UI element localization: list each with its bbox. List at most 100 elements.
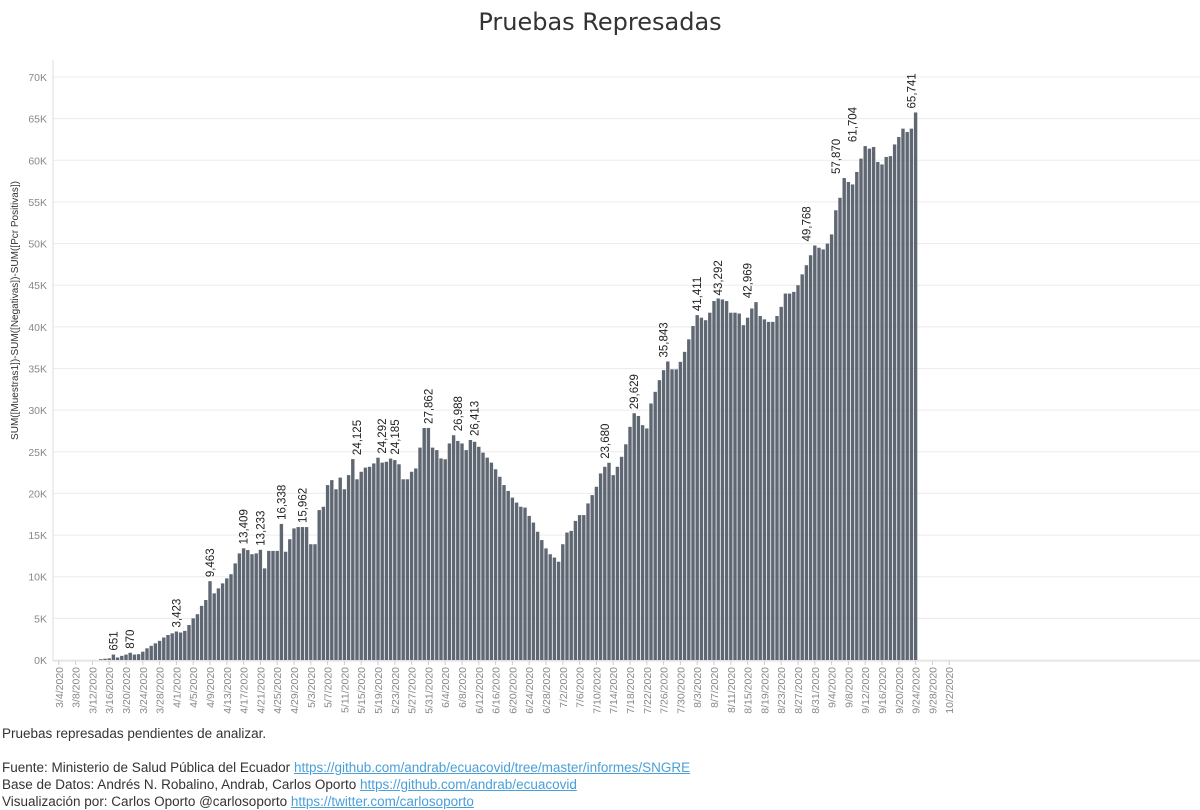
- bar: [519, 506, 523, 660]
- x-tick-label: 10/2/2020: [944, 667, 956, 714]
- bar: [624, 444, 628, 660]
- x-tick-label: 5/11/2020: [339, 667, 351, 713]
- bar: [829, 234, 834, 660]
- data-label: 57,870: [831, 139, 843, 174]
- bar: [607, 462, 611, 660]
- bar: [166, 635, 170, 660]
- bar: [762, 319, 767, 660]
- bar: [510, 497, 515, 660]
- source-link[interactable]: https://github.com/andrab/ecuacovid/tree…: [293, 760, 691, 775]
- source-label: Fuente: Ministerio de Salud Pública del …: [2, 760, 291, 775]
- bar: [426, 427, 431, 660]
- bar: [859, 158, 863, 660]
- bar: [363, 467, 368, 660]
- bar: [657, 380, 662, 660]
- bar: [485, 457, 489, 660]
- x-tick-label: 3/20/2020: [121, 667, 133, 714]
- data-label: 49,768: [801, 206, 813, 241]
- visualization-link[interactable]: https://twitter.com/carlosoporto: [290, 794, 474, 809]
- data-label: 23,680: [600, 424, 612, 459]
- y-tick-label: 70K: [28, 72, 47, 84]
- bar: [174, 631, 179, 660]
- bar: [208, 581, 212, 660]
- bar: [733, 312, 737, 660]
- bar: [195, 614, 200, 660]
- bar: [468, 440, 473, 660]
- bar: [855, 171, 859, 660]
- data-label: 16,338: [276, 485, 288, 520]
- bar: [779, 306, 783, 660]
- bar: [136, 654, 141, 660]
- bar: [775, 316, 779, 660]
- x-tick-label: 7/26/2020: [659, 667, 671, 714]
- bar: [540, 540, 544, 660]
- bar: [544, 548, 548, 660]
- bar: [225, 578, 229, 660]
- bar: [115, 657, 120, 660]
- bar: [355, 479, 359, 660]
- x-tick-label: 5/3/2020: [306, 667, 318, 708]
- visualization-line: Visualización por: Carlos Oporto @carlos…: [2, 793, 690, 810]
- bar: [863, 146, 867, 661]
- bar: [628, 426, 632, 660]
- bar: [880, 164, 884, 660]
- bar: [367, 466, 372, 660]
- x-tick-label: 3/4/2020: [54, 667, 66, 708]
- data-label: 24,125: [352, 420, 364, 455]
- bar: [241, 548, 246, 660]
- bar: [414, 468, 418, 660]
- bar: [199, 605, 204, 660]
- bar: [888, 156, 893, 660]
- bar: [237, 553, 242, 660]
- x-tick-label: 7/22/2020: [642, 667, 654, 714]
- x-tick-label: 7/6/2020: [575, 667, 587, 708]
- bar: [758, 316, 762, 660]
- y-tick-label: 40K: [28, 322, 47, 334]
- y-tick-label: 0K: [34, 655, 47, 667]
- database-link[interactable]: https://github.com/andrab/ecuacovid: [359, 777, 577, 792]
- x-tick-label: 4/29/2020: [289, 667, 301, 714]
- x-tick-label: 4/5/2020: [188, 667, 200, 708]
- bar: [162, 637, 166, 660]
- bar: [577, 515, 582, 660]
- bar: [678, 361, 683, 660]
- bar: [838, 197, 842, 660]
- bar: [107, 658, 111, 660]
- bar: [611, 475, 615, 660]
- bar: [645, 428, 649, 660]
- bar: [535, 531, 540, 660]
- y-axis-title: SUM([Muestras1])-SUM([Negativas])-SUM([P…: [10, 181, 21, 440]
- x-tick-label: 8/27/2020: [793, 667, 805, 714]
- x-tick-label: 8/3/2020: [692, 667, 704, 708]
- bar: [388, 458, 393, 660]
- y-tick-label: 25K: [28, 447, 47, 459]
- bar: [384, 461, 389, 660]
- y-tick-label: 15K: [28, 530, 47, 542]
- bar: [729, 312, 733, 660]
- x-tick-label: 6/12/2020: [474, 667, 486, 714]
- x-tick-label: 9/24/2020: [911, 667, 923, 714]
- bar: [569, 530, 573, 660]
- bar: [682, 351, 687, 660]
- bar: [787, 293, 792, 660]
- bar: [670, 369, 674, 660]
- x-tick-label: 3/12/2020: [87, 667, 99, 714]
- x-tick-label: 9/4/2020: [827, 667, 839, 708]
- bar: [552, 557, 557, 660]
- bar: [178, 632, 183, 660]
- bar: [712, 301, 716, 660]
- data-label: 29,629: [629, 374, 641, 409]
- data-label: 43,292: [713, 260, 725, 295]
- bar: [422, 427, 426, 660]
- bar: [477, 446, 481, 660]
- bar: [741, 325, 746, 660]
- data-label: 27,862: [423, 389, 435, 424]
- chart-subtitle: Pruebas represadas pendientes de analiza…: [2, 726, 267, 741]
- bar: [254, 553, 258, 660]
- bar: [191, 618, 195, 660]
- x-tick-label: 6/24/2020: [524, 667, 536, 714]
- x-tick-label: 8/7/2020: [709, 667, 721, 708]
- x-tick-label: 3/28/2020: [155, 667, 167, 714]
- data-label: 24,185: [390, 419, 402, 454]
- y-tick-label: 30K: [28, 405, 47, 417]
